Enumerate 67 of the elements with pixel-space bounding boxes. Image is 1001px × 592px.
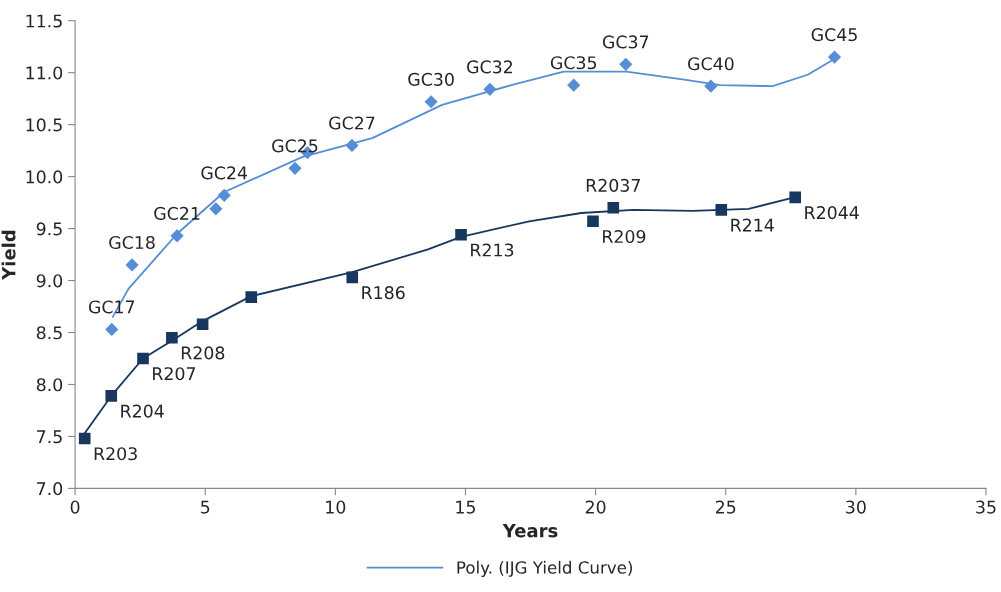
point xyxy=(424,95,438,109)
annotation: GC18 xyxy=(109,235,155,250)
point xyxy=(137,352,149,365)
annotation: R207 xyxy=(153,367,196,381)
y-tick-label: 11.5 xyxy=(26,14,62,28)
point xyxy=(455,229,467,241)
point xyxy=(125,258,139,272)
x-tick-label: 0 xyxy=(70,500,80,514)
annotation: R203 xyxy=(94,447,137,461)
point xyxy=(345,138,359,153)
annotation: GC27 xyxy=(329,116,375,130)
annotation: GC40 xyxy=(688,57,734,71)
y-tick-label: 9.5 xyxy=(36,222,62,236)
x-tick-label: 30 xyxy=(846,500,866,514)
point xyxy=(619,57,633,71)
point xyxy=(827,50,842,64)
x-tick-label: 5 xyxy=(201,500,210,514)
y-tick-label: 8.5 xyxy=(36,326,62,340)
annotation: GC32 xyxy=(467,60,513,74)
point xyxy=(209,202,223,216)
point xyxy=(196,318,209,330)
x-tick-label: 25 xyxy=(715,500,736,514)
x-axis-title: Years xyxy=(502,524,558,538)
y-tick-label: 9.0 xyxy=(36,274,63,288)
y-tick-label: 7.5 xyxy=(37,430,62,444)
point xyxy=(245,291,258,303)
point xyxy=(288,161,302,175)
annotation: GC45 xyxy=(811,28,857,42)
y-tick-label: 10.5 xyxy=(26,118,62,132)
x-tick-label: 20 xyxy=(585,500,606,514)
point xyxy=(704,79,718,93)
point xyxy=(587,215,599,228)
x-tick-label: 15 xyxy=(456,500,475,514)
point xyxy=(715,204,728,216)
point xyxy=(78,432,91,445)
annotation: R213 xyxy=(471,243,514,257)
point xyxy=(217,188,231,202)
point xyxy=(607,201,620,214)
x-tick-label: 10 xyxy=(326,500,346,514)
annotation: GC25 xyxy=(272,139,318,153)
point xyxy=(166,331,178,344)
y-axis-title: Yield xyxy=(1,230,16,281)
annotation: R186 xyxy=(362,286,405,300)
y-tick-label: 10.0 xyxy=(26,170,63,184)
y-tick-label: 7.0 xyxy=(37,482,63,496)
point xyxy=(105,390,118,402)
annotation: R204 xyxy=(121,404,164,418)
annotation: GC37 xyxy=(602,35,649,49)
point xyxy=(789,191,802,204)
annotation: GC30 xyxy=(408,72,454,86)
annotation: GC24 xyxy=(201,166,248,180)
annotation: R214 xyxy=(731,218,774,232)
x-tick-label: 35 xyxy=(976,500,996,514)
point xyxy=(346,271,359,284)
point xyxy=(483,82,497,96)
point xyxy=(105,322,119,336)
annotation: R209 xyxy=(603,229,646,244)
point xyxy=(567,78,581,92)
y-tick-label: 11.0 xyxy=(26,66,63,80)
annotation: R2044 xyxy=(805,206,859,220)
annotation: R208 xyxy=(181,346,225,360)
annotation: R2037 xyxy=(586,178,640,192)
point xyxy=(170,229,184,243)
y-tick-label: 8.0 xyxy=(36,378,63,392)
annotation: GC35 xyxy=(550,56,597,70)
legend-label: Poly. (IJG Yield Curve) xyxy=(457,560,633,577)
annotation: GC21 xyxy=(154,206,200,220)
